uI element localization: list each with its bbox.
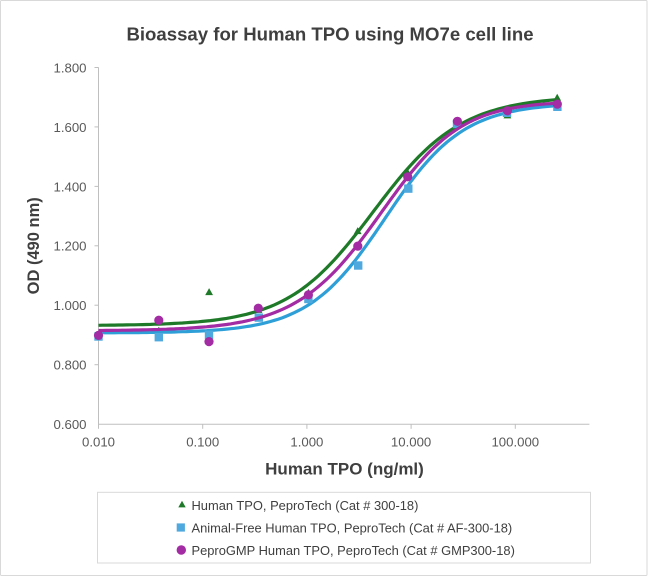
svg-text:Animal-Free Human TPO, PeproTe: Animal-Free Human TPO, PeproTech (Cat # … [192,520,513,535]
svg-text:0.600: 0.600 [53,417,86,432]
svg-text:PeproGMP Human TPO, PeproTech: PeproGMP Human TPO, PeproTech (Cat # GMP… [192,543,515,558]
svg-text:1.600: 1.600 [53,120,86,135]
svg-text:OD (490 nm): OD (490 nm) [25,197,43,294]
svg-text:100.000: 100.000 [491,435,539,450]
svg-text:10.000: 10.000 [391,435,431,450]
svg-text:Bioassay for Human TPO using M: Bioassay for Human TPO using MO7e cell l… [126,24,533,45]
svg-text:1.000: 1.000 [290,435,323,450]
svg-text:1.200: 1.200 [53,239,86,254]
svg-text:1.800: 1.800 [53,60,86,75]
svg-text:0.800: 0.800 [53,358,86,373]
svg-text:0.100: 0.100 [186,435,219,450]
svg-text:1.400: 1.400 [53,179,86,194]
svg-text:0.010: 0.010 [82,435,115,450]
svg-text:1.000: 1.000 [53,298,86,313]
svg-text:Human TPO, PeproTech (Cat # 30: Human TPO, PeproTech (Cat # 300-18) [192,498,419,513]
svg-text:Human TPO (ng/ml): Human TPO (ng/ml) [265,459,424,478]
